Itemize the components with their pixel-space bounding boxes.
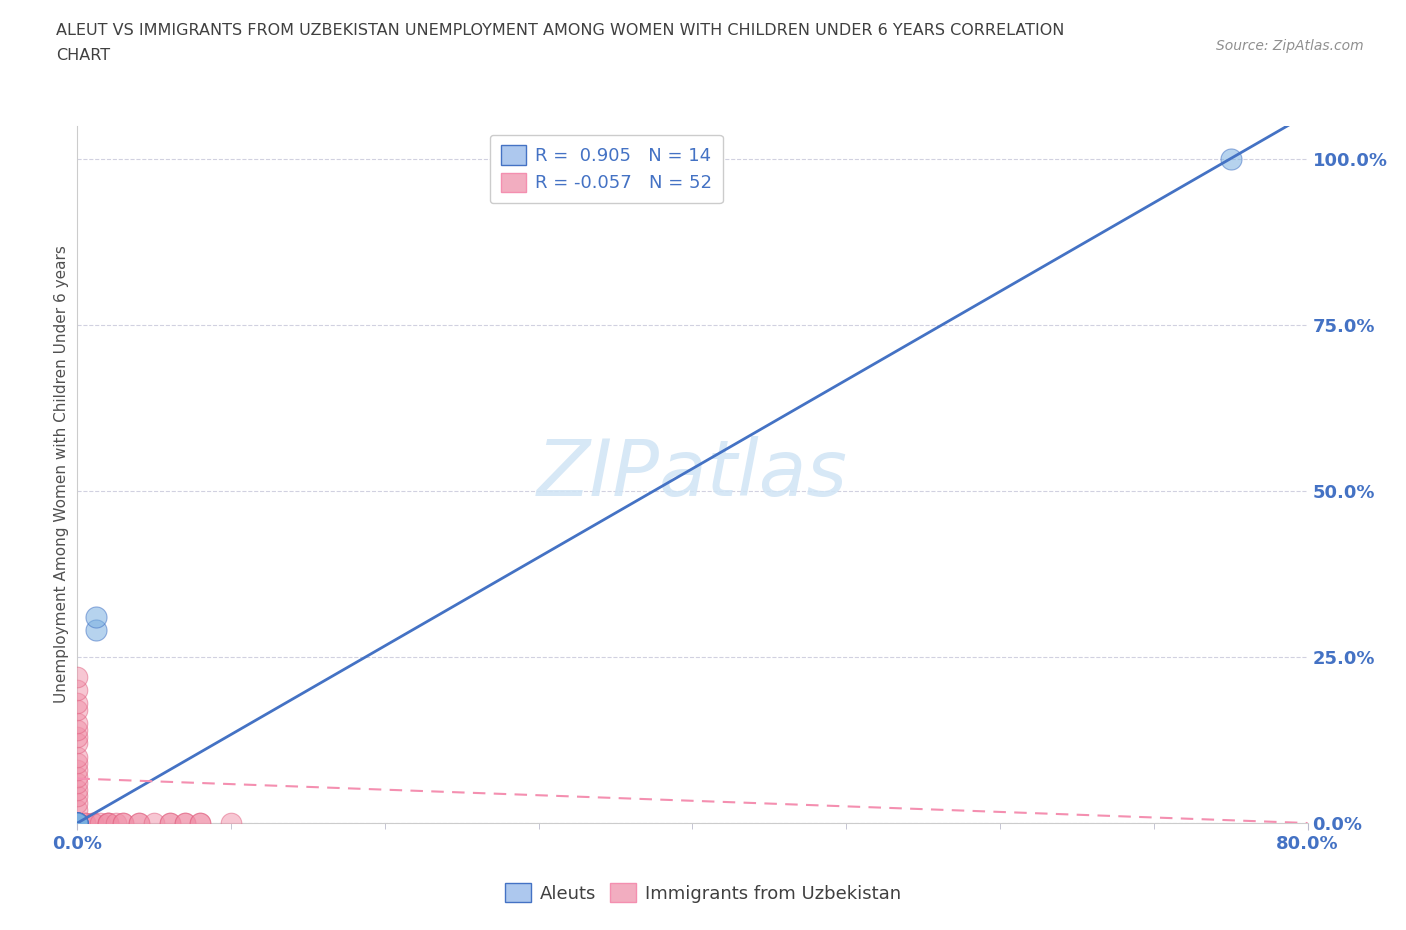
Text: Source: ZipAtlas.com: Source: ZipAtlas.com bbox=[1216, 39, 1364, 53]
Point bbox=[143, 816, 166, 830]
Point bbox=[66, 796, 89, 811]
Point bbox=[112, 816, 135, 830]
Legend: R =  0.905   N = 14, R = -0.057   N = 52: R = 0.905 N = 14, R = -0.057 N = 52 bbox=[489, 135, 723, 204]
Point bbox=[174, 816, 197, 830]
Point bbox=[66, 816, 89, 830]
Text: ZIPatlas: ZIPatlas bbox=[537, 436, 848, 512]
Text: CHART: CHART bbox=[56, 48, 110, 63]
Point bbox=[66, 816, 89, 830]
Point bbox=[82, 816, 104, 830]
Text: ALEUT VS IMMIGRANTS FROM UZBEKISTAN UNEMPLOYMENT AMONG WOMEN WITH CHILDREN UNDER: ALEUT VS IMMIGRANTS FROM UZBEKISTAN UNEM… bbox=[56, 23, 1064, 38]
Point bbox=[66, 816, 89, 830]
Point bbox=[66, 750, 89, 764]
Point bbox=[84, 610, 107, 625]
Point bbox=[73, 816, 96, 830]
Point bbox=[66, 816, 89, 830]
Point bbox=[188, 816, 212, 830]
Point bbox=[66, 816, 89, 830]
Point bbox=[188, 816, 212, 830]
Point bbox=[66, 776, 89, 790]
Point bbox=[84, 623, 107, 638]
Point bbox=[66, 816, 89, 830]
Point bbox=[66, 816, 89, 830]
Point bbox=[66, 789, 89, 804]
Point bbox=[66, 816, 89, 830]
Point bbox=[82, 816, 104, 830]
Point bbox=[66, 816, 89, 830]
Point bbox=[66, 736, 89, 751]
Point bbox=[66, 816, 89, 830]
Point bbox=[66, 756, 89, 771]
Point bbox=[66, 729, 89, 744]
Point bbox=[66, 816, 89, 830]
Point bbox=[66, 683, 89, 698]
Point bbox=[66, 816, 89, 830]
Point bbox=[1219, 152, 1241, 166]
Point bbox=[66, 763, 89, 777]
Point bbox=[66, 803, 89, 817]
Point bbox=[66, 816, 89, 830]
Point bbox=[66, 816, 89, 830]
Point bbox=[128, 816, 150, 830]
Point bbox=[66, 696, 89, 711]
Point bbox=[66, 816, 89, 830]
Point bbox=[66, 816, 89, 830]
Point bbox=[66, 816, 89, 830]
Point bbox=[219, 816, 242, 830]
Point bbox=[97, 816, 120, 830]
Point bbox=[66, 723, 89, 737]
Point bbox=[66, 816, 89, 830]
Point bbox=[174, 816, 197, 830]
Y-axis label: Unemployment Among Women with Children Under 6 years: Unemployment Among Women with Children U… bbox=[53, 246, 69, 703]
Point bbox=[66, 816, 89, 830]
Point bbox=[66, 816, 89, 830]
Point bbox=[66, 716, 89, 731]
Point bbox=[66, 816, 89, 830]
Point bbox=[66, 816, 89, 830]
Point bbox=[66, 816, 89, 830]
Point bbox=[66, 703, 89, 718]
Point bbox=[97, 816, 120, 830]
Point bbox=[97, 816, 120, 830]
Point bbox=[66, 816, 89, 830]
Point bbox=[89, 816, 111, 830]
Point bbox=[66, 782, 89, 797]
Point bbox=[112, 816, 135, 830]
Point bbox=[159, 816, 181, 830]
Point bbox=[73, 816, 96, 830]
Point bbox=[66, 670, 89, 684]
Point bbox=[128, 816, 150, 830]
Point bbox=[66, 816, 89, 830]
Point bbox=[104, 816, 127, 830]
Legend: Aleuts, Immigrants from Uzbekistan: Aleuts, Immigrants from Uzbekistan bbox=[496, 874, 910, 911]
Point bbox=[66, 769, 89, 784]
Point bbox=[159, 816, 181, 830]
